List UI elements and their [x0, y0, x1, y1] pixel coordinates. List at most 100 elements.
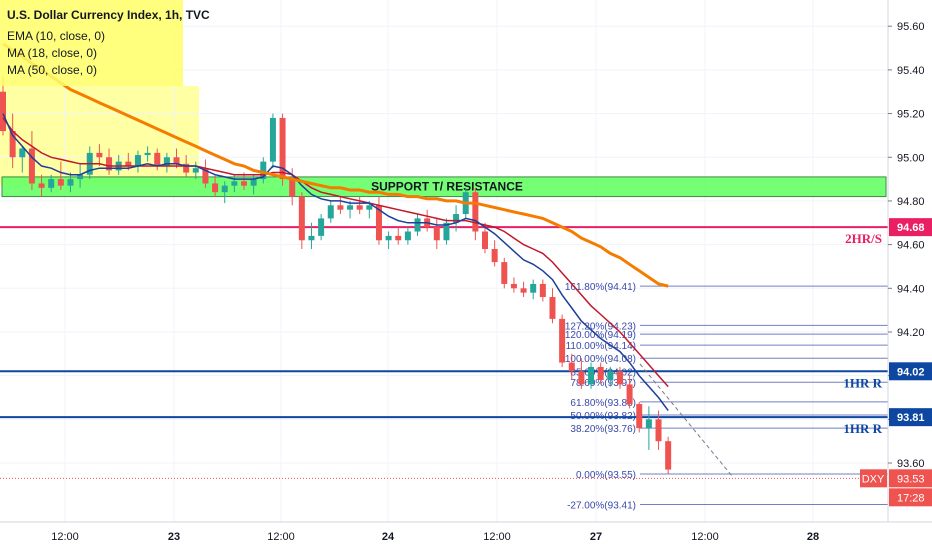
y-tick-8: 95.20 — [897, 109, 925, 121]
candle-62 — [597, 366, 604, 381]
legend-box — [0, 0, 183, 86]
candle-25 — [241, 181, 247, 186]
candle-45 — [433, 227, 440, 241]
candle-26 — [250, 179, 257, 186]
candle-47 — [453, 214, 460, 223]
symbol-label: DXY — [862, 473, 885, 485]
fib-label-3: 110.00%(94.14) — [566, 341, 636, 352]
x-tick-3: 24 — [382, 531, 395, 543]
candle-68 — [655, 419, 662, 442]
candle-39 — [375, 205, 382, 241]
candle-28 — [269, 117, 276, 162]
candle-55 — [530, 283, 537, 293]
candle-22 — [212, 183, 219, 193]
fib-label-2: 120.00%(94.19) — [565, 330, 636, 341]
y-tick-5: 94.60 — [897, 240, 925, 252]
legend-ma50[interactable]: MA (50, close, 0) — [7, 63, 98, 77]
candle-0 — [0, 91, 6, 132]
candle-51 — [491, 248, 498, 263]
level-label-2: 1HR R — [843, 421, 882, 436]
x-tick-6: 12:00 — [691, 531, 719, 543]
candle-49 — [472, 192, 479, 232]
symbol-box — [860, 469, 887, 488]
candle-34 — [327, 205, 334, 219]
candle-30 — [289, 179, 296, 197]
price-axis-bg — [888, 0, 932, 550]
last-price-label: 93.53 — [897, 473, 925, 485]
fib-label-1: 127.20%(94.23) — [565, 321, 636, 332]
candle-67 — [645, 419, 652, 429]
candle-6 — [57, 179, 64, 186]
candle-11 — [106, 157, 113, 171]
candle-31 — [298, 196, 305, 241]
candle-53 — [510, 283, 517, 289]
level-price-2: 93.81 — [897, 412, 925, 424]
candle-27 — [260, 161, 267, 180]
legend-ma18[interactable]: MA (18, close, 0) — [7, 46, 98, 60]
candle-17 — [163, 157, 170, 166]
candle-15 — [144, 152, 151, 156]
candle-33 — [318, 218, 325, 236]
x-tick-5: 27 — [590, 531, 602, 543]
candle-57 — [549, 297, 556, 319]
candle-19 — [183, 163, 190, 173]
candle-63 — [607, 371, 614, 381]
candle-59 — [568, 362, 575, 372]
candle-50 — [482, 231, 488, 249]
y-tick-10: 95.60 — [897, 21, 925, 33]
candle-36 — [347, 205, 354, 210]
candle-41 — [395, 235, 402, 241]
level-label-1: 1HR R — [843, 375, 882, 390]
y-tick-7: 95.00 — [897, 152, 925, 164]
level-price-box-0 — [889, 218, 932, 237]
candle-32 — [308, 235, 315, 241]
candle-69 — [665, 441, 672, 470]
last-price-box — [889, 469, 932, 488]
candle-43 — [414, 218, 421, 232]
y-tick-9: 95.40 — [897, 65, 925, 77]
candle-35 — [337, 205, 344, 210]
candle-8 — [77, 174, 84, 180]
x-tick-0: 12:00 — [51, 531, 79, 543]
candle-4 — [38, 183, 45, 188]
candle-23 — [221, 185, 228, 193]
candle-37 — [356, 205, 363, 210]
support-zone-label: SUPPORT T/ RESISTANCE — [371, 180, 523, 194]
level-price-box-2 — [889, 408, 932, 427]
candle-21 — [202, 168, 209, 184]
ema10-line — [2, 113, 669, 412]
candle-58 — [559, 318, 566, 363]
candle-65 — [626, 384, 633, 405]
y-tick-3: 94.20 — [897, 327, 925, 339]
fib-label-6: 78.60%(93.97) — [570, 378, 636, 389]
candle-42 — [404, 231, 411, 241]
candle-54 — [520, 288, 527, 293]
x-tick-1: 23 — [168, 531, 180, 543]
candle-18 — [173, 157, 180, 164]
y-tick-6: 94.80 — [897, 196, 925, 208]
fib-label-0: 161.80%(94.41) — [565, 282, 636, 293]
ma50-line — [2, 42, 669, 288]
candle-24 — [231, 181, 238, 186]
candle-20 — [192, 168, 199, 173]
candle-3 — [28, 148, 35, 184]
countdown-label: 17:28 — [897, 492, 925, 504]
time-axis-bg — [0, 522, 932, 550]
x-tick-7: 28 — [807, 531, 819, 543]
projection-line — [639, 363, 733, 477]
level-price-1: 94.02 — [897, 366, 925, 378]
fib-label-10: 0.00%(93.55) — [576, 470, 636, 481]
legend-ema10[interactable]: EMA (10, close, 0) — [7, 29, 106, 43]
candle-5 — [48, 179, 55, 188]
candle-2 — [19, 148, 26, 158]
y-tick-0: 93.60 — [897, 458, 925, 470]
candle-64 — [616, 371, 623, 385]
candle-29 — [279, 117, 286, 180]
candle-60 — [578, 371, 585, 385]
candle-16 — [154, 152, 161, 166]
fib-label-7: 61.80%(93.88) — [570, 398, 636, 409]
countdown-box — [889, 488, 932, 507]
level-price-0: 94.68 — [897, 222, 925, 234]
candle-40 — [385, 235, 392, 241]
